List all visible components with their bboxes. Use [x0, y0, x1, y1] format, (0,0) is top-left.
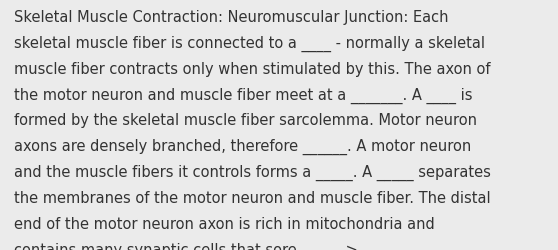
Text: Skeletal Muscle Contraction: Neuromuscular Junction: Each: Skeletal Muscle Contraction: Neuromuscul…: [14, 10, 448, 25]
Text: skeletal muscle fiber is connected to a ____ - normally a skeletal: skeletal muscle fiber is connected to a …: [14, 36, 485, 52]
Text: contains many synaptic cells that sore ______>: contains many synaptic cells that sore _…: [14, 242, 358, 250]
Text: muscle fiber contracts only when stimulated by this. The axon of: muscle fiber contracts only when stimula…: [14, 61, 490, 76]
Text: the membranes of the motor neuron and muscle fiber. The distal: the membranes of the motor neuron and mu…: [14, 190, 490, 205]
Text: end of the motor neuron axon is rich in mitochondria and: end of the motor neuron axon is rich in …: [14, 216, 435, 230]
Text: the motor neuron and muscle fiber meet at a _______. A ____ is: the motor neuron and muscle fiber meet a…: [14, 87, 472, 103]
Text: axons are densely branched, therefore ______. A motor neuron: axons are densely branched, therefore __…: [14, 138, 471, 154]
Text: formed by the skeletal muscle fiber sarcolemma. Motor neuron: formed by the skeletal muscle fiber sarc…: [14, 113, 477, 128]
Text: and the muscle fibers it controls forms a _____. A _____ separates: and the muscle fibers it controls forms …: [14, 164, 490, 180]
